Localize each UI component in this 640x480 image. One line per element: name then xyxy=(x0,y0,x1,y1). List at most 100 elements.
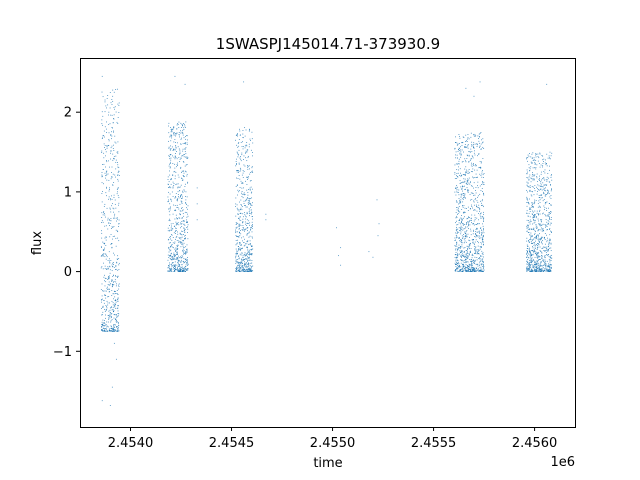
data-point xyxy=(458,238,460,239)
data-point xyxy=(111,279,113,281)
data-point xyxy=(238,246,239,248)
data-point xyxy=(247,252,248,254)
data-point xyxy=(461,235,463,237)
data-point xyxy=(549,181,551,183)
data-point xyxy=(527,269,529,270)
data-point xyxy=(101,138,103,139)
data-point xyxy=(238,218,240,219)
data-point xyxy=(176,223,178,225)
data-point xyxy=(243,228,245,230)
data-point xyxy=(180,271,182,272)
data-point xyxy=(536,264,538,266)
data-point xyxy=(483,221,484,222)
data-point xyxy=(169,256,171,258)
data-point xyxy=(117,297,119,299)
data-point xyxy=(182,268,184,270)
data-point xyxy=(109,316,111,318)
data-point xyxy=(537,160,539,162)
data-point xyxy=(472,267,473,268)
data-point xyxy=(243,229,245,231)
chart-title: 1SWASPJ145014.71-373930.9 xyxy=(216,35,440,53)
data-point xyxy=(246,211,248,213)
data-point xyxy=(183,262,185,264)
data-point xyxy=(547,173,549,174)
data-point xyxy=(238,232,240,234)
data-point xyxy=(173,247,174,249)
data-point xyxy=(479,269,481,271)
data-point xyxy=(526,237,528,239)
data-point xyxy=(480,237,482,239)
data-point xyxy=(117,307,119,309)
data-point xyxy=(459,247,461,249)
data-point xyxy=(467,191,469,193)
data-point xyxy=(483,232,485,234)
data-point xyxy=(115,155,117,157)
data-point xyxy=(530,255,532,257)
data-point xyxy=(239,268,241,270)
data-point xyxy=(534,263,536,265)
data-point xyxy=(243,164,245,166)
data-point xyxy=(465,260,467,262)
data-point xyxy=(248,188,249,190)
data-point xyxy=(186,269,187,271)
data-point xyxy=(239,235,241,237)
data-point xyxy=(459,152,461,154)
data-point xyxy=(537,218,539,220)
data-point xyxy=(247,257,249,258)
data-point xyxy=(241,152,243,154)
data-point xyxy=(175,142,176,143)
data-point xyxy=(238,267,240,269)
data-point xyxy=(532,179,534,181)
data-point xyxy=(237,222,239,224)
data-point xyxy=(109,291,111,293)
data-point xyxy=(546,184,548,186)
data-point xyxy=(106,145,108,147)
data-point xyxy=(246,269,247,271)
data-point xyxy=(475,236,477,238)
data-point xyxy=(112,89,114,91)
data-point xyxy=(108,111,110,113)
data-point xyxy=(238,242,240,243)
data-point xyxy=(171,243,173,245)
data-point xyxy=(541,197,543,199)
data-point xyxy=(471,162,472,164)
data-point xyxy=(482,258,484,260)
data-point xyxy=(185,259,187,261)
data-point xyxy=(479,210,480,212)
data-point xyxy=(240,209,241,211)
data-point xyxy=(473,239,474,240)
data-point xyxy=(483,227,484,229)
data-point xyxy=(476,227,478,229)
data-point xyxy=(468,138,470,140)
data-point xyxy=(530,264,532,265)
data-point xyxy=(108,276,109,277)
data-point xyxy=(464,270,466,272)
data-point xyxy=(171,265,173,267)
x-axis-label: time xyxy=(313,456,342,471)
data-point xyxy=(177,248,179,250)
data-point xyxy=(462,255,464,257)
data-point xyxy=(473,223,474,225)
data-point xyxy=(535,265,537,267)
data-point xyxy=(549,257,551,259)
data-point xyxy=(456,262,458,264)
data-point xyxy=(476,165,477,167)
data-point xyxy=(172,149,174,151)
data-point xyxy=(540,184,542,186)
data-point xyxy=(528,268,529,270)
data-point xyxy=(244,127,246,129)
data-point xyxy=(551,267,552,269)
data-point xyxy=(476,206,478,208)
data-point xyxy=(463,178,465,180)
data-point xyxy=(467,265,468,267)
data-point xyxy=(247,269,249,271)
data-point xyxy=(546,165,548,167)
data-point xyxy=(115,291,116,293)
data-point xyxy=(101,193,103,194)
data-point xyxy=(181,217,183,218)
data-point xyxy=(528,155,530,157)
data-point xyxy=(542,200,544,202)
data-point xyxy=(249,213,251,215)
data-point xyxy=(249,172,251,173)
data-point xyxy=(117,327,119,329)
